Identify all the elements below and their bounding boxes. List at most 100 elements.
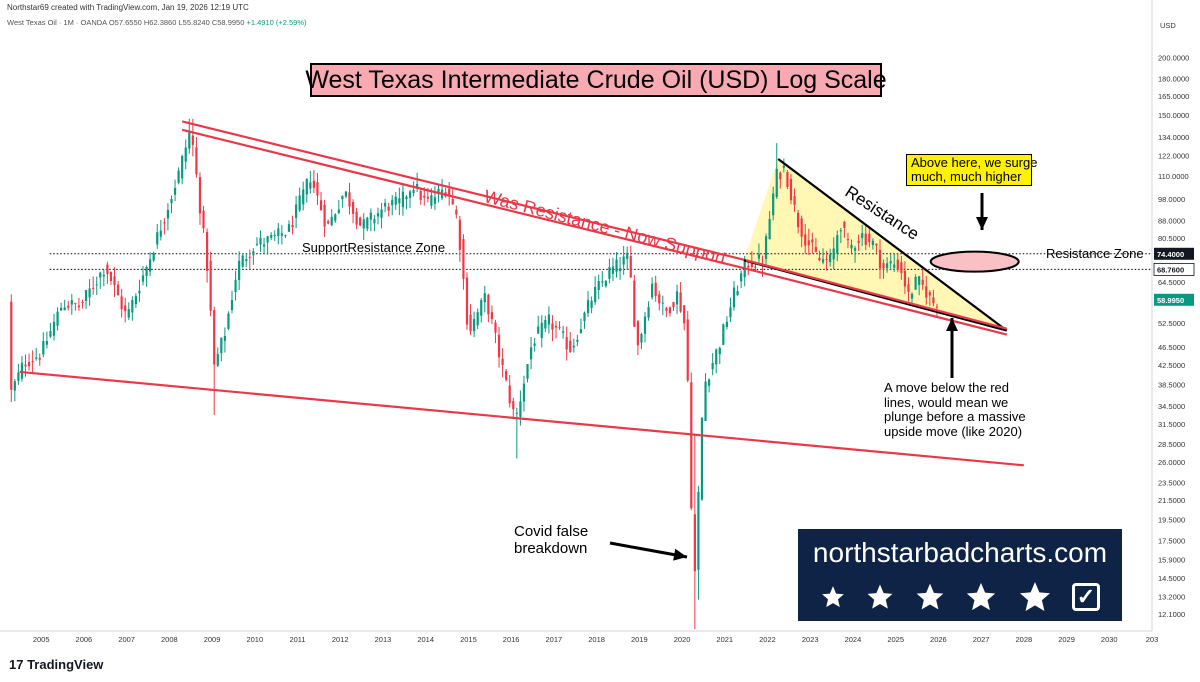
price-label: 58.9950 xyxy=(1157,296,1184,305)
down-arrow-head xyxy=(976,217,988,230)
y-tick-label: 110.0000 xyxy=(1158,172,1189,181)
price-label-box xyxy=(1154,247,1194,260)
candle-body xyxy=(27,362,31,367)
candle-body xyxy=(163,222,166,224)
candle-body xyxy=(184,147,187,162)
candle-body xyxy=(736,291,739,296)
y-tick-label: 80.5000 xyxy=(1158,234,1185,243)
x-axis-ticks: 2005 2006 2007 2008 2009 2010 2011 2012 2013 2014… xyxy=(33,635,1158,644)
star-icon xyxy=(967,582,996,611)
y-tick-label: 64.5000 xyxy=(1158,278,1185,287)
x-tick-label: 2020 xyxy=(674,635,691,644)
covid-note-line-1: Covid false xyxy=(514,523,589,540)
candle-body xyxy=(252,251,255,256)
candle-body xyxy=(629,256,632,278)
candle-body xyxy=(754,266,757,268)
candle-body xyxy=(729,307,732,318)
candle-body xyxy=(77,305,81,308)
candle-body xyxy=(772,193,775,216)
candle-body xyxy=(255,243,259,245)
candle-body xyxy=(907,284,910,292)
y-tick-label: 180.0000 xyxy=(1158,75,1189,84)
y-tick-label: 17.5000 xyxy=(1158,537,1185,546)
y-tick-label: 150.0000 xyxy=(1158,111,1189,120)
candle-body xyxy=(836,235,839,254)
candle-body xyxy=(821,259,825,263)
candle-body xyxy=(522,383,526,402)
y-tick-label: 42.5000 xyxy=(1158,361,1185,370)
candle-body xyxy=(45,341,48,345)
candle-body xyxy=(159,230,162,237)
candle-body xyxy=(49,331,52,337)
candle-body xyxy=(508,385,511,404)
x-tick-label: 2009 xyxy=(204,635,221,644)
candle-body xyxy=(618,268,622,272)
candle-body xyxy=(273,235,276,237)
candle-body xyxy=(323,204,326,227)
candle-body xyxy=(679,292,682,312)
candle-body xyxy=(487,294,490,315)
candle-body xyxy=(643,316,647,334)
candle-body xyxy=(658,294,661,304)
candle-body xyxy=(886,263,889,268)
x-tick-label: 2015 xyxy=(460,635,477,644)
candle-body xyxy=(893,264,896,268)
x-tick-label: 2024 xyxy=(845,635,862,644)
x-tick-label: 2011 xyxy=(289,635,305,644)
candle-body xyxy=(376,213,380,217)
candle-body xyxy=(551,323,554,330)
trend-line xyxy=(745,259,1008,330)
x-tick-label: 2006 xyxy=(76,635,93,644)
trend-line xyxy=(745,267,1008,336)
x-tick-label: 2017 xyxy=(546,635,563,644)
candle-body xyxy=(195,147,198,175)
breakout-ellipse xyxy=(929,250,1020,273)
candle-body xyxy=(369,212,372,220)
candle-body xyxy=(665,308,668,311)
breakdown-note-line-4: upside move (like 2020) xyxy=(884,423,1023,439)
candle-body xyxy=(238,260,241,280)
candle-body xyxy=(757,254,761,259)
candle-body xyxy=(70,300,73,305)
candle-body xyxy=(113,276,116,285)
candle-body xyxy=(562,331,565,333)
candle-body xyxy=(604,280,607,287)
candle-body xyxy=(88,288,91,298)
candle-body xyxy=(515,412,518,414)
candle-body xyxy=(786,172,789,187)
candle-body xyxy=(622,256,625,265)
candle-body xyxy=(868,233,871,243)
candle-body xyxy=(601,281,604,283)
candle-body xyxy=(63,307,66,311)
candle-body xyxy=(789,178,793,201)
symbol-info: West Texas Oil · 1M · OANDA O57.6550 H62… xyxy=(7,18,307,27)
candle-body xyxy=(173,188,177,195)
candle-body xyxy=(337,209,340,213)
ohlc-values: O57.6550 H62.3860 L55.8240 C58.9950 xyxy=(108,18,245,27)
symbol-name: West Texas Oil · 1M · OANDA xyxy=(7,18,107,27)
y-tick-label: 122.0000 xyxy=(1158,152,1189,161)
candle-body xyxy=(156,232,159,245)
candle-body xyxy=(84,290,88,301)
surge-callout: Above here, we surge much, much higher xyxy=(906,154,1037,186)
candle-body xyxy=(832,248,835,260)
candle-body xyxy=(878,249,882,269)
breakdown-note-line-2: lines, would mean we xyxy=(884,394,1009,410)
candle-body xyxy=(398,198,401,204)
candle-body xyxy=(896,259,899,270)
candle-body xyxy=(839,230,842,232)
price-change: +1.4910 (+2.59%) xyxy=(246,18,307,27)
candle-body xyxy=(473,318,476,332)
trend-line xyxy=(181,120,747,262)
star-icon xyxy=(916,583,943,610)
candle-body xyxy=(782,165,785,168)
x-tick-label: 2014 xyxy=(417,635,434,644)
candle-body xyxy=(74,303,77,305)
x-tick-label: 2025 xyxy=(887,635,904,644)
candle-body xyxy=(875,243,878,246)
candle-body xyxy=(690,382,693,509)
candle-body xyxy=(768,219,771,240)
candle-body xyxy=(245,259,248,262)
y-tick-label: 165.0000 xyxy=(1158,92,1189,101)
